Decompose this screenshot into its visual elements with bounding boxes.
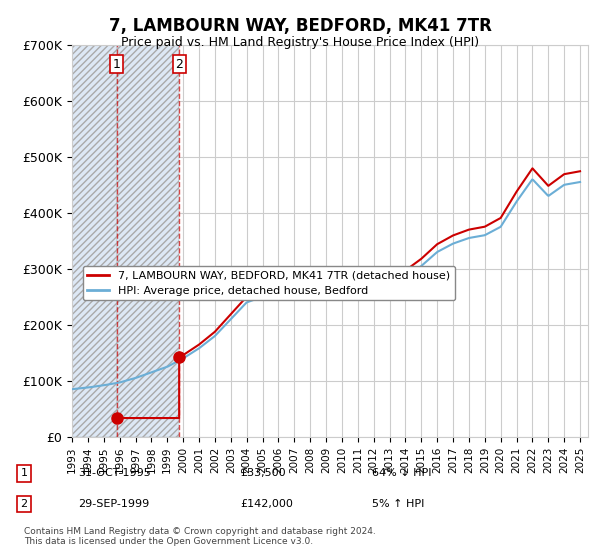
Text: 29-SEP-1999: 29-SEP-1999 xyxy=(78,499,149,509)
Text: 5% ↑ HPI: 5% ↑ HPI xyxy=(372,499,424,509)
Text: £142,000: £142,000 xyxy=(240,499,293,509)
Text: 1: 1 xyxy=(20,468,28,478)
Text: 31-OCT-1995: 31-OCT-1995 xyxy=(78,468,151,478)
Text: 2: 2 xyxy=(20,499,28,509)
Text: Price paid vs. HM Land Registry's House Price Index (HPI): Price paid vs. HM Land Registry's House … xyxy=(121,36,479,49)
Legend: 7, LAMBOURN WAY, BEDFORD, MK41 7TR (detached house), HPI: Average price, detache: 7, LAMBOURN WAY, BEDFORD, MK41 7TR (deta… xyxy=(83,266,455,300)
Text: 64% ↓ HPI: 64% ↓ HPI xyxy=(372,468,431,478)
Text: £33,500: £33,500 xyxy=(240,468,286,478)
Text: 2: 2 xyxy=(175,58,183,71)
Text: 1: 1 xyxy=(113,58,121,71)
Text: 7, LAMBOURN WAY, BEDFORD, MK41 7TR: 7, LAMBOURN WAY, BEDFORD, MK41 7TR xyxy=(109,17,491,35)
Text: Contains HM Land Registry data © Crown copyright and database right 2024.
This d: Contains HM Land Registry data © Crown c… xyxy=(24,526,376,546)
